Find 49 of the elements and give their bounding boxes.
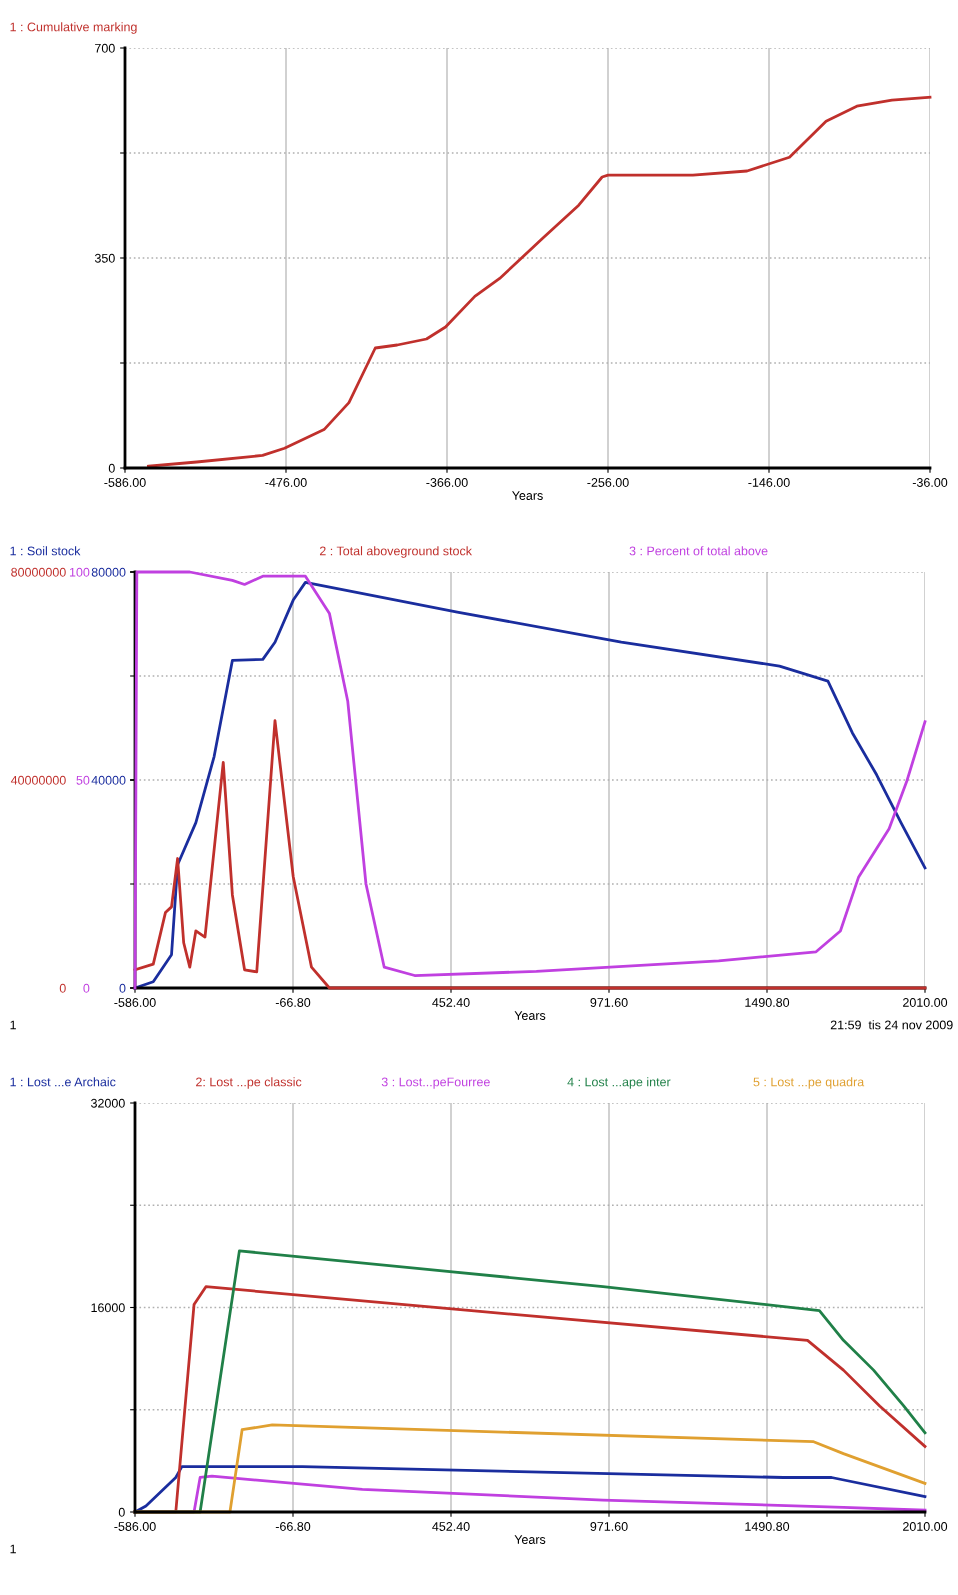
x-tick-label: 1490.80 (745, 1522, 790, 1531)
x-tick-label: -256.00 (587, 478, 629, 487)
x-tick-label: 452.40 (432, 998, 470, 1007)
y2-tick-label: 80000000 (11, 567, 66, 577)
text: 5 : Lost ...pe quadra (753, 1077, 865, 1089)
x-tick-label: -36.00 (912, 478, 948, 487)
text: 1 : Soil stock (10, 546, 81, 556)
x-tick-label: -66.80 (275, 1522, 311, 1531)
x-tick-label: 971.60 (590, 998, 628, 1007)
text: 3 : Percent of total above (629, 546, 768, 556)
text: 1 (10, 1020, 16, 1030)
text: 3 : Lost...peFourree (381, 1077, 490, 1089)
text: 1 : Cumulative marking (10, 22, 137, 34)
text: 2 : Total aboveground stock (319, 546, 472, 558)
y2-tick-label: 0 (59, 983, 66, 993)
x-tick-label: -66.80 (275, 998, 311, 1007)
y-tick-label: 32000 (91, 1098, 125, 1108)
y3-tick-label: 0 (83, 983, 90, 993)
y-tick-label: 0 (119, 983, 126, 993)
text: 1 (10, 1544, 16, 1554)
x-tick-label: -476.00 (265, 478, 307, 487)
x-tick-label: 971.60 (590, 1522, 628, 1531)
x-tick-label: 2010.00 (903, 1522, 948, 1531)
y-tick-label: 0 (108, 463, 115, 473)
y-tick-label: 16000 (91, 1303, 125, 1313)
x-tick-label: 2010.00 (903, 998, 948, 1007)
y-tick-label: 40000 (91, 775, 126, 785)
x-tick-label: 452.40 (432, 1522, 470, 1531)
x-tick-label: 1490.80 (745, 998, 790, 1007)
x-tick-label: -586.00 (114, 998, 156, 1007)
text: 21:59 tis 24 nov 2009 (830, 1020, 953, 1030)
x-tick-label: -146.00 (748, 478, 790, 487)
x-tick-label: -366.00 (426, 478, 468, 487)
x-tick-label: -586.00 (114, 1522, 156, 1531)
y-tick-label: 80000 (91, 567, 126, 577)
y-tick-label: 0 (118, 1507, 125, 1517)
line-series (147, 95, 932, 468)
y-tick-label: 350 (94, 253, 115, 263)
y2-tick-label: 40000000 (10, 775, 66, 785)
y-tick-label: 700 (95, 43, 115, 53)
x-tick-label: -586.00 (104, 478, 146, 487)
text: 1 : Lost ...e Archaic (10, 1077, 116, 1087)
x-axis-title: Years (514, 1011, 546, 1020)
text: 4 : Lost ...ape inter (567, 1077, 671, 1089)
y3-tick-label: 100 (69, 567, 90, 577)
x-axis-title: Years (514, 1535, 546, 1544)
text: 2: Lost ...pe classic (196, 1077, 302, 1089)
x-axis-title: Years (512, 491, 543, 500)
y3-tick-label: 50 (76, 775, 90, 785)
